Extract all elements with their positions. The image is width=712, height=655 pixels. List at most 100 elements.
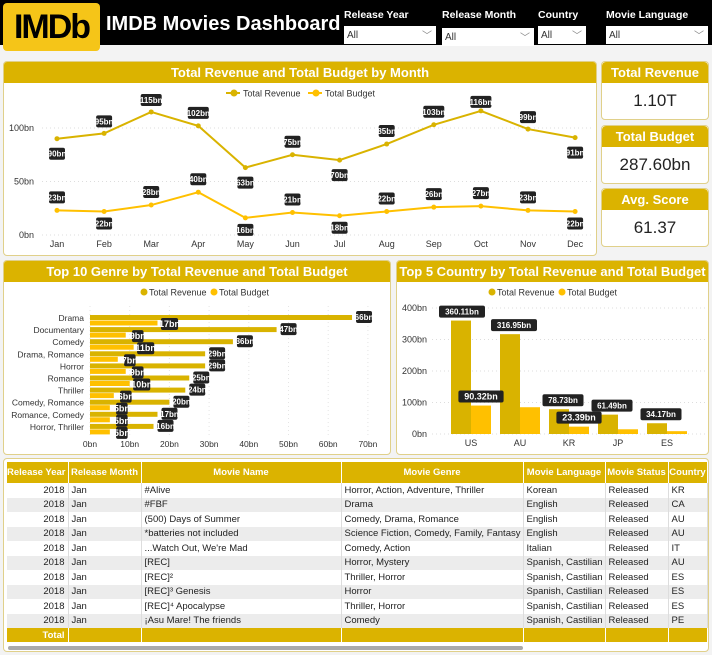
data-label-bg	[116, 402, 128, 415]
x-tick-label: Oct	[474, 239, 489, 249]
data-point	[54, 136, 60, 142]
table-cell: (500) Days of Summer	[141, 512, 342, 527]
legend-marker	[140, 288, 148, 296]
legend-label: Total Budget	[567, 288, 618, 298]
y-tick-label: 0bn	[19, 230, 34, 240]
table-row[interactable]: 2018 Jan ¡Asu Mare! The friends Comedy Spani…	[7, 613, 708, 628]
x-tick-label: Sep	[426, 239, 442, 249]
data-point	[290, 152, 295, 158]
table-row[interactable]: 2018 Jan [REC]³ Genesis Horror Spanish, Cast…	[7, 584, 708, 599]
table-cell: #Alive	[141, 483, 342, 498]
budget-data-label: 27bn	[472, 189, 491, 198]
budget-data-label: 18bn	[330, 224, 349, 233]
table-row[interactable]: 2018 Jan ...Watch Out, We're Mad Comedy, Ac…	[7, 541, 708, 556]
data-point	[337, 213, 343, 219]
table-cell: English	[523, 497, 606, 512]
country-dropdown[interactable]: All ﹀	[538, 26, 586, 44]
legend-marker	[488, 288, 496, 296]
table-row[interactable]: 2018 Jan #FBF Drama English Released CA	[7, 497, 708, 512]
data-label-bg	[143, 186, 160, 199]
table-row[interactable]: 2018 Jan [REC] Horror, Mystery Spanish, Cast…	[7, 555, 708, 570]
country-chart-title: Top 5 Country by Total Revenue and Total…	[397, 261, 708, 282]
x-tick-label: 40bn	[239, 439, 258, 449]
dropdown-value: All	[347, 30, 359, 41]
budget-bar	[90, 429, 110, 435]
revenue-data-label: 78.73bn	[548, 396, 578, 405]
line-chart-title: Total Revenue and Total Budget by Month	[4, 62, 596, 83]
data-label-bg	[161, 407, 178, 420]
data-label-bg	[491, 319, 537, 332]
kpi-value: 1.10T	[633, 91, 677, 110]
data-label-bg	[96, 217, 113, 230]
y-tick-label: 200bn	[402, 366, 427, 376]
data-point	[384, 141, 390, 147]
budget-bar	[90, 320, 158, 326]
movie-language-dropdown[interactable]: All ﹀	[606, 26, 708, 44]
table-cell: ¡Asu Mare! The friends	[141, 613, 342, 628]
budget-data-label: 23bn	[519, 193, 538, 202]
y-category-label: Drama	[58, 313, 84, 323]
table-cell: Horror, Mystery	[341, 555, 524, 570]
budget-data-label: 9bn	[130, 331, 146, 341]
dropdown-value: All	[609, 30, 621, 41]
release-year-dropdown[interactable]: All ﹀	[344, 26, 436, 44]
revenue-data-label: 29bn	[208, 361, 227, 370]
table-cell: 2018	[7, 570, 69, 585]
dropdown-value: All	[445, 32, 457, 43]
release-month-dropdown[interactable]: All ﹀	[442, 28, 534, 46]
chevron-down-icon: ﹀	[520, 33, 530, 44]
kpi-value: 287.60bn	[619, 155, 691, 174]
y-category-label: Comedy, Romance	[12, 398, 84, 408]
table-cell: Released	[605, 599, 669, 614]
table-row[interactable]: 2018 Jan [REC]² Thriller, Horror Spanish, Ca…	[7, 570, 708, 585]
table-row[interactable]: 2018 Jan (500) Days of Summer Comedy, Drama…	[7, 512, 708, 527]
data-label-bg	[567, 217, 584, 230]
table-row[interactable]: 2018 Jan *batteries not included Science Fi…	[7, 526, 708, 541]
total-cell	[141, 628, 342, 642]
data-point	[525, 126, 531, 132]
revenue-data-label: 29bn	[208, 349, 227, 358]
table-row[interactable]: 2018 Jan [REC]⁴ Apocalypse Thriller, Horror…	[7, 599, 708, 614]
column-header[interactable]: Movie Genre	[341, 462, 524, 483]
table-cell: English	[523, 512, 606, 527]
table-cell: Korean	[523, 483, 606, 498]
column-header[interactable]: Movie Language	[523, 462, 606, 483]
column-header[interactable]: Movie Status	[605, 462, 669, 483]
data-label-bg	[193, 371, 210, 384]
revenue-bar	[598, 414, 618, 434]
total-cell	[523, 628, 606, 642]
table-cell: [REC]²	[141, 570, 342, 585]
budget-data-label: 40bn	[189, 175, 208, 184]
table-cell: [REC]⁴ Apocalypse	[141, 599, 342, 614]
table-cell: Jan	[68, 584, 142, 599]
x-category-label: KR	[563, 438, 576, 448]
revenue-data-label: 99bn	[519, 113, 538, 122]
budget-data-label: 5bn	[114, 416, 130, 426]
column-header[interactable]: Release Month	[68, 462, 142, 483]
budget-data-label: 7bn	[122, 355, 138, 365]
table-row[interactable]: 2018 Jan #Alive Horror, Action, Adventure, …	[7, 483, 708, 498]
revenue-bar	[90, 315, 353, 320]
legend-marker	[558, 288, 566, 296]
data-point	[242, 165, 248, 171]
data-label-bg	[237, 176, 254, 189]
y-tick-label: 50bn	[14, 177, 34, 187]
y-tick-label: 400bn	[402, 303, 427, 313]
table-horizontal-scrollbar[interactable]	[8, 646, 523, 650]
revenue-data-label: 75bn	[283, 138, 302, 147]
table-cell: AU	[668, 526, 708, 541]
data-label-bg	[472, 187, 489, 200]
budget-data-label: 22bn	[95, 219, 114, 228]
table-cell: Spanish, Castilian	[523, 613, 606, 628]
revenue-data-label: 16bn	[156, 422, 175, 431]
table-cell: 2018	[7, 584, 69, 599]
total-cell: Total	[7, 628, 69, 642]
filter-label: Country	[538, 9, 579, 21]
revenue-data-label: 70bn	[330, 171, 349, 180]
data-point	[101, 130, 107, 136]
data-label-bg	[131, 330, 144, 343]
column-header[interactable]: Release Year	[7, 462, 69, 483]
table-cell: Jan	[68, 570, 142, 585]
column-header[interactable]: Country	[668, 462, 708, 483]
column-header[interactable]: Movie Name	[141, 462, 342, 483]
